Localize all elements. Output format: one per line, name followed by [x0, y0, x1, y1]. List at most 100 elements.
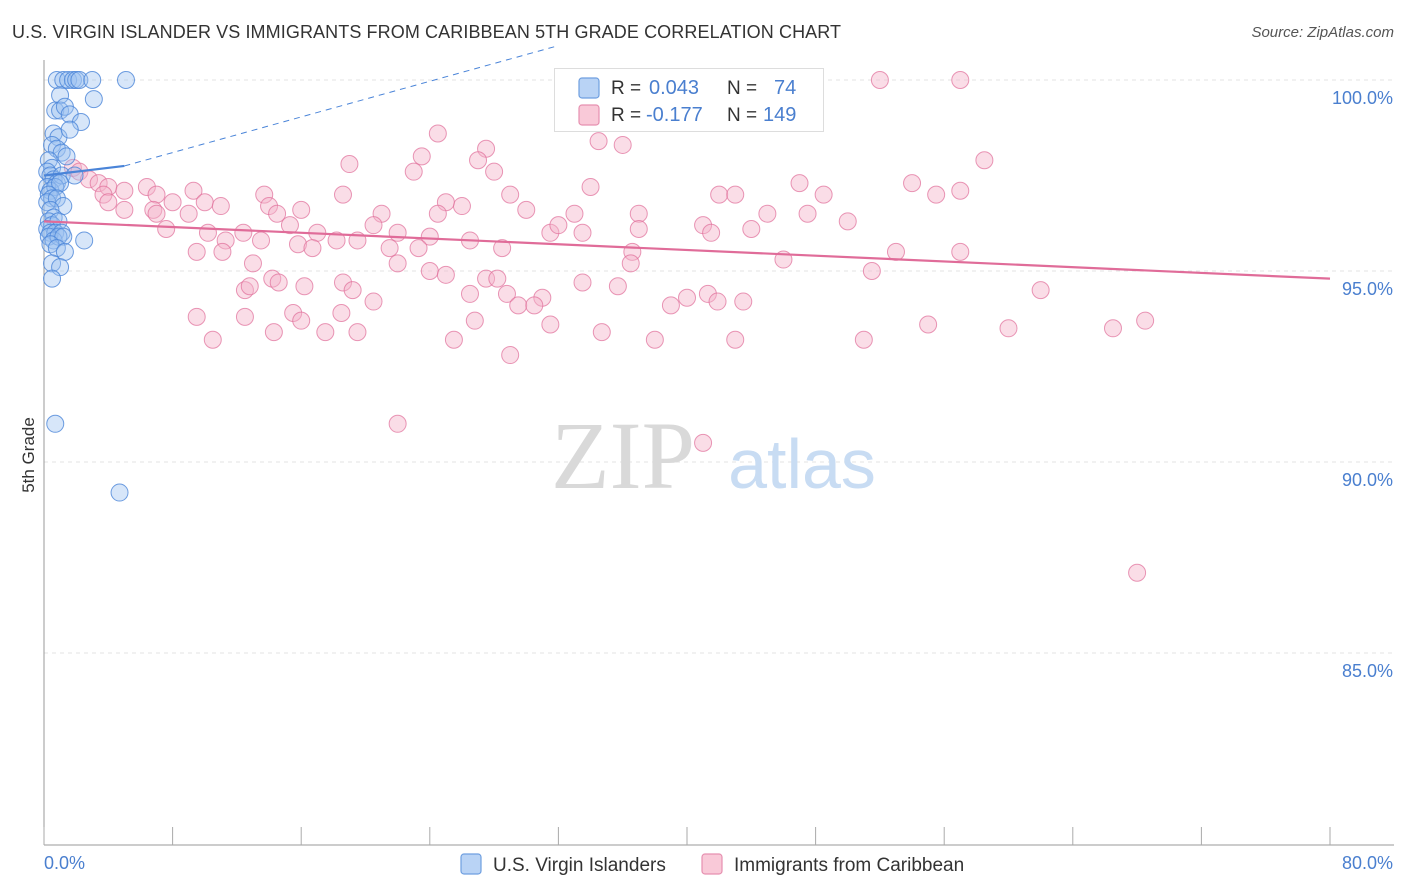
data-point-caribbean [919, 315, 938, 334]
data-point-caribbean [838, 212, 857, 231]
data-point-caribbean [187, 307, 206, 326]
data-point-caribbean [332, 304, 351, 323]
data-point-caribbean [621, 254, 640, 273]
data-point-virgin-islander [46, 414, 65, 433]
data-point-caribbean [509, 296, 528, 315]
data-point-caribbean [999, 319, 1018, 338]
data-point-caribbean [243, 254, 262, 273]
data-point-caribbean [708, 292, 727, 311]
legend-r-label-pink: R = [611, 105, 641, 126]
data-point-caribbean [333, 273, 352, 292]
data-point-caribbean [343, 281, 362, 300]
data-point-caribbean [702, 223, 721, 242]
data-point-caribbean [157, 219, 176, 238]
data-point-caribbean [216, 231, 235, 250]
data-point-caribbean [975, 151, 994, 170]
data-point-caribbean [525, 296, 544, 315]
data-point-virgin-islander [47, 189, 66, 208]
data-point-caribbean [364, 216, 383, 235]
data-point-caribbean [734, 292, 753, 311]
data-point-caribbean [268, 204, 287, 223]
data-point-caribbean [234, 223, 253, 242]
legend-n-label-blue: N = [727, 78, 757, 99]
data-point-caribbean [99, 193, 118, 212]
data-point-caribbean [292, 311, 311, 330]
data-point-caribbean [115, 181, 134, 200]
data-point-caribbean [608, 277, 627, 296]
data-point-virgin-islander [75, 231, 94, 250]
data-point-caribbean [252, 231, 271, 250]
data-point-caribbean [726, 185, 745, 204]
data-point-caribbean [694, 433, 713, 452]
data-point-caribbean [264, 323, 283, 342]
series-legend-label-pink: Immigrants from Caribbean [734, 855, 964, 876]
data-point-caribbean [497, 284, 516, 303]
data-point-caribbean [629, 219, 648, 238]
data-point-caribbean [404, 162, 423, 181]
data-point-virgin-islander [43, 269, 62, 288]
data-point-caribbean [589, 132, 608, 151]
data-point-caribbean [203, 330, 222, 349]
data-point-caribbean [340, 155, 359, 174]
legend-n-value-pink: 149 [763, 104, 796, 126]
data-point-caribbean [240, 277, 259, 296]
source-label: Source: ZipAtlas.com [1251, 24, 1394, 41]
data-point-caribbean [814, 185, 833, 204]
data-point-caribbean [549, 216, 568, 235]
data-point-caribbean [541, 315, 560, 334]
data-point-caribbean [790, 174, 809, 193]
data-point-caribbean [452, 197, 471, 216]
x-tick-label-max: 80.0% [1342, 853, 1393, 873]
data-point-caribbean [89, 174, 108, 193]
data-point-caribbean [255, 185, 274, 204]
data-point-caribbean [211, 197, 230, 216]
data-point-virgin-islander [110, 483, 129, 502]
data-point-caribbean [420, 262, 439, 280]
data-point-virgin-islander [116, 71, 135, 89]
data-point-caribbean [303, 239, 322, 258]
series-legend-swatch-blue [460, 853, 482, 875]
data-point-caribbean [951, 181, 970, 200]
data-point-caribbean [137, 177, 156, 196]
data-point-caribbean [235, 307, 254, 326]
legend-swatch-blue [578, 77, 600, 99]
data-point-caribbean [465, 311, 484, 330]
data-point-caribbean [710, 185, 729, 204]
y-tick-label-85: 85.0% [1342, 661, 1393, 681]
data-point-caribbean [862, 262, 881, 280]
data-point-caribbean [886, 242, 905, 261]
data-point-virgin-islander [54, 71, 73, 89]
data-point-caribbean [573, 273, 592, 292]
data-point-caribbean [742, 219, 761, 238]
data-point-caribbean [316, 323, 335, 342]
data-point-caribbean [428, 124, 447, 143]
data-point-virgin-islander [60, 120, 79, 139]
data-point-virgin-islander [84, 90, 103, 109]
y-tick-labels: 85.0% 90.0% 95.0% 100.0% [1332, 88, 1393, 681]
data-point-caribbean [115, 200, 134, 219]
data-point-caribbean [798, 204, 817, 223]
trend-line-virgin-islander-extension [124, 45, 559, 167]
data-point-caribbean [517, 200, 536, 219]
data-point-caribbean [1103, 319, 1122, 338]
series-legend-swatch-pink [701, 853, 723, 875]
data-point-caribbean [184, 181, 203, 200]
data-point-caribbean [388, 223, 407, 242]
y-axis-label: 5th Grade [19, 417, 38, 493]
y-tick-label-100: 100.0% [1332, 88, 1393, 108]
data-point-caribbean [592, 323, 611, 342]
data-point-caribbean [1031, 281, 1050, 300]
legend-r-value-blue: 0.043 [649, 77, 699, 99]
data-point-caribbean [629, 204, 648, 223]
data-point-caribbean [903, 174, 922, 193]
data-point-caribbean [927, 185, 946, 204]
data-point-caribbean [501, 185, 520, 204]
data-point-caribbean [581, 177, 600, 196]
data-point-caribbean [645, 330, 664, 349]
data-point-caribbean [428, 204, 447, 223]
series-us-virgin-islanders [38, 71, 135, 502]
data-point-caribbean [292, 200, 311, 219]
data-point-caribbean [951, 242, 970, 261]
data-point-caribbean [444, 330, 463, 349]
data-point-caribbean [485, 162, 504, 181]
